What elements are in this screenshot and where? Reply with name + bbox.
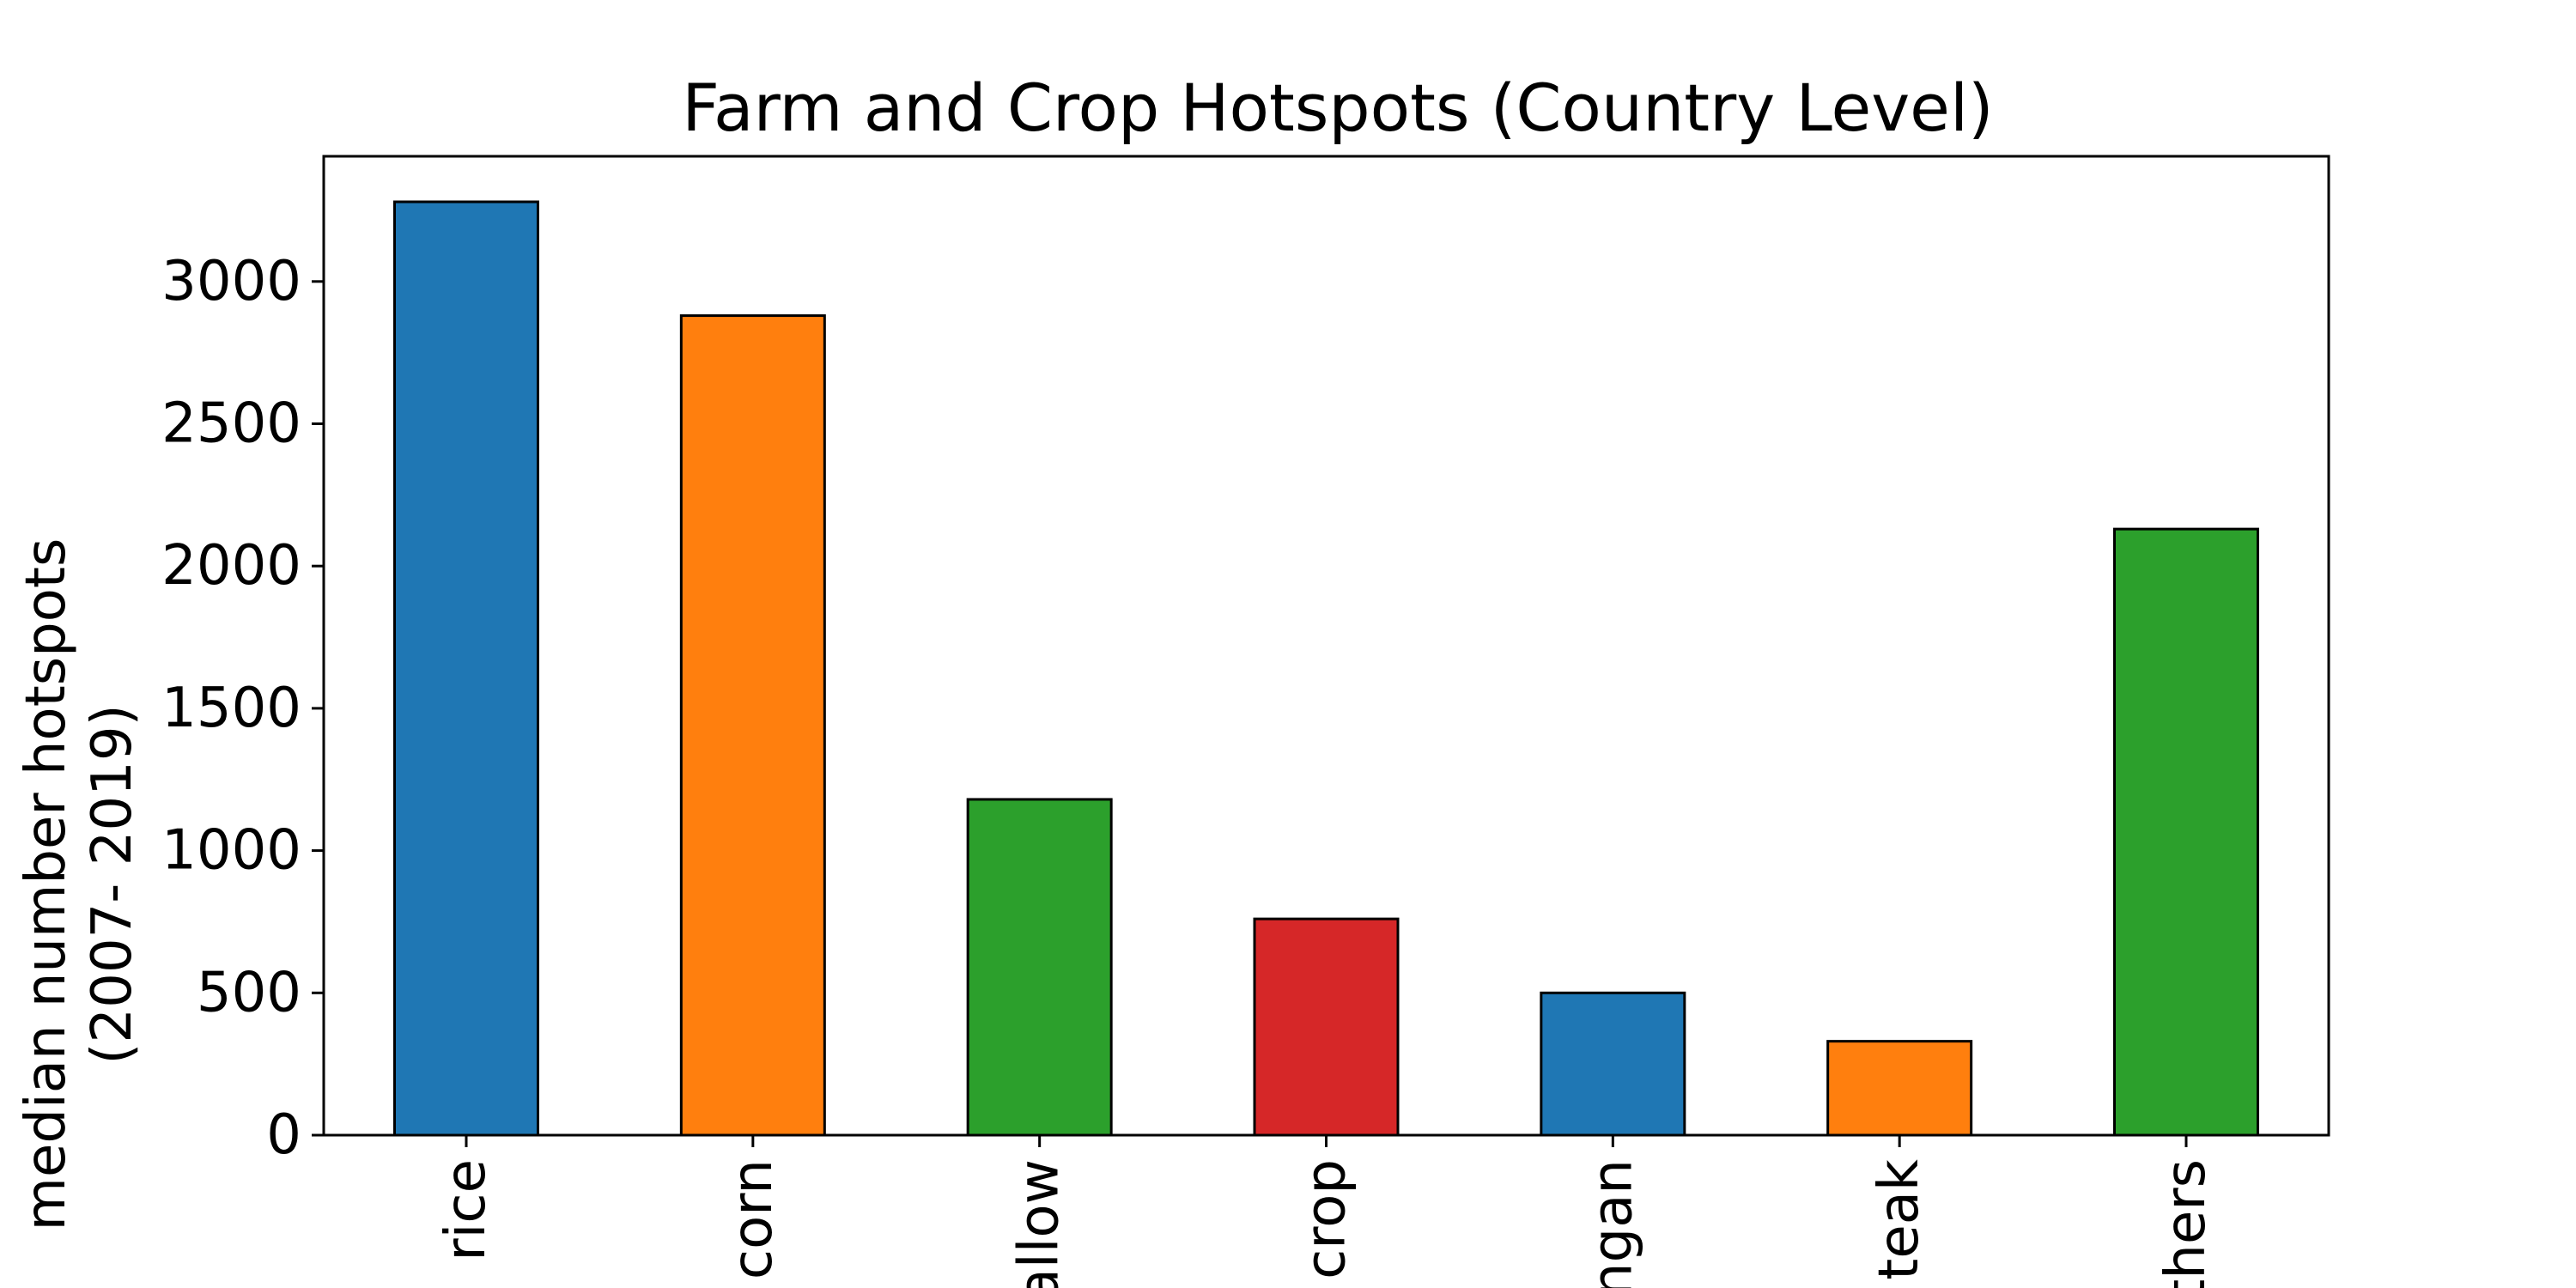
- y-tick-label-2000: 2000: [161, 534, 301, 598]
- y-axis-label-line-2: (2007- 2019): [81, 704, 144, 1064]
- bar-rice: [393, 200, 539, 1137]
- y-tick-label-3000: 3000: [161, 250, 301, 313]
- bar-fallow: [966, 798, 1113, 1137]
- y-axis-label: median number hotspots (2007- 2019): [15, 538, 144, 1231]
- x-axis-ticks: rice corn fallow crop longan teak others: [434, 1135, 2218, 1288]
- x-tick-label-rice: rice: [434, 1159, 498, 1261]
- x-tick-label-crop: crop: [1295, 1159, 1358, 1279]
- y-tick-label-500: 500: [197, 961, 301, 1024]
- bar-crop: [1253, 917, 1400, 1137]
- x-tick-label-others: others: [2154, 1159, 2218, 1288]
- chart-title: Farm and Crop Hotspots (Country Level): [682, 70, 1993, 146]
- plot-area-frame: [322, 155, 2330, 1137]
- y-tick-label-0: 0: [266, 1103, 301, 1167]
- x-tick-label-corn: corn: [721, 1159, 785, 1279]
- bar-series: [393, 200, 2259, 1137]
- y-tick-label-1500: 1500: [161, 677, 301, 740]
- bar-teak: [1826, 1040, 1973, 1137]
- bar-corn: [679, 314, 826, 1137]
- y-axis-label-line-1: median number hotspots: [15, 538, 78, 1231]
- bar-others: [2113, 527, 2259, 1137]
- x-tick-label-longan: longan: [1581, 1159, 1644, 1288]
- x-tick-label-teak: teak: [1868, 1159, 1931, 1280]
- x-tick-label-fallow: fallow: [1008, 1159, 1072, 1288]
- y-tick-label-1000: 1000: [161, 819, 301, 883]
- bar-longan: [1540, 991, 1686, 1137]
- y-axis-ticks: 0 500 1000 1500 2000 2500 3000: [161, 250, 324, 1167]
- y-tick-label-2500: 2500: [161, 392, 301, 456]
